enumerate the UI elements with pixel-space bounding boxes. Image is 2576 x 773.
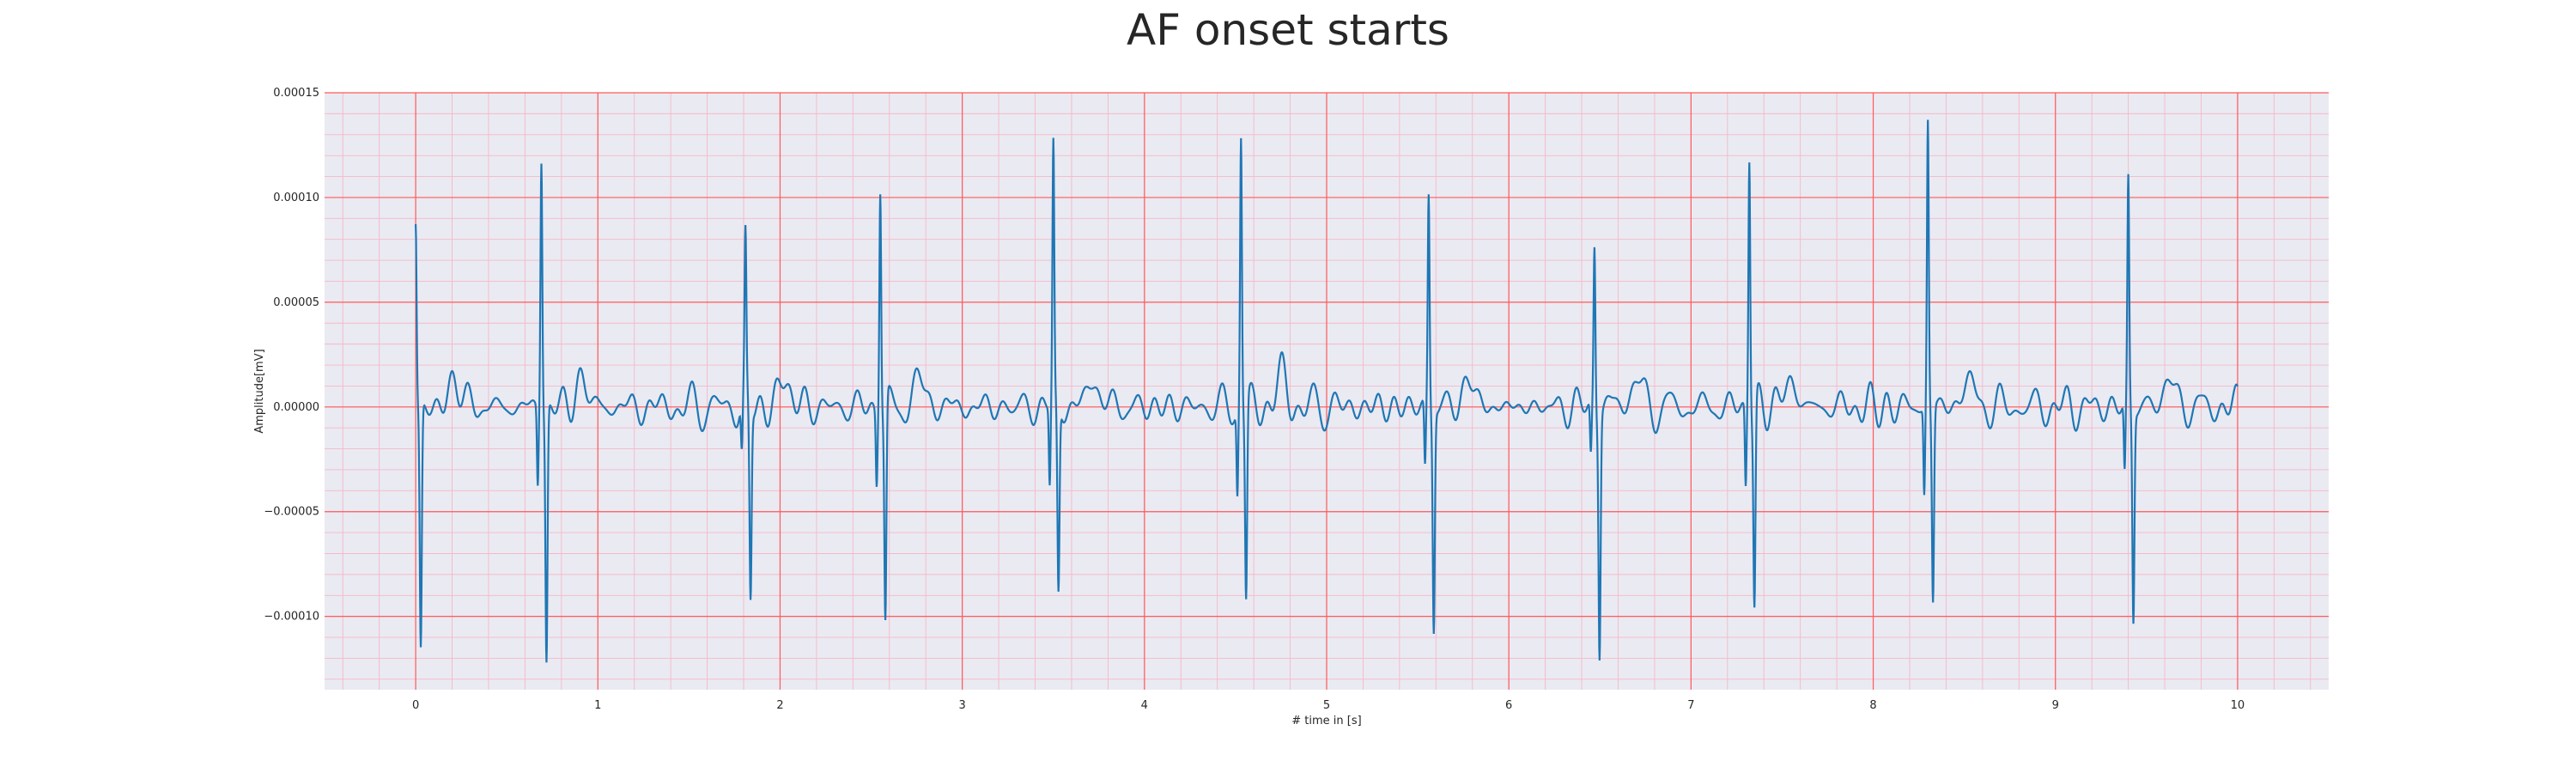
x-tick-label: 3 <box>958 699 965 712</box>
x-tick-label: 1 <box>594 699 601 712</box>
x-tick-label: 2 <box>776 699 783 712</box>
y-tick-label: 0.00000 <box>273 401 319 414</box>
y-tick-label: 0.00005 <box>273 296 319 309</box>
y-tick-label: −0.00010 <box>264 611 319 624</box>
y-tick-label: 0.00015 <box>273 87 319 100</box>
x-tick-label: 0 <box>412 699 419 712</box>
y-axis-label: Amplitude[mV] <box>253 349 266 433</box>
x-tick-label: 9 <box>2052 699 2059 712</box>
x-tick-labels: 0 1 2 3 4 5 6 7 8 9 10 <box>412 699 2245 712</box>
x-tick-label: 10 <box>2231 699 2245 712</box>
x-tick-label: 8 <box>1869 699 1876 712</box>
chart-title: AF onset starts <box>1127 5 1449 55</box>
y-tick-label: 0.00010 <box>273 192 319 204</box>
x-tick-label: 6 <box>1505 699 1512 712</box>
x-tick-label: 4 <box>1141 699 1148 712</box>
x-tick-label: 5 <box>1323 699 1330 712</box>
major-grid <box>325 92 2329 690</box>
y-tick-labels: 0.00015 0.00010 0.00005 0.00000 −0.00005 −0.0… <box>264 87 319 624</box>
ecg-signal-line <box>414 119 2239 663</box>
y-tick-label: −0.00005 <box>264 506 319 519</box>
x-axis-label: # time in [s] <box>1291 715 1361 727</box>
x-tick-label: 7 <box>1687 699 1694 712</box>
